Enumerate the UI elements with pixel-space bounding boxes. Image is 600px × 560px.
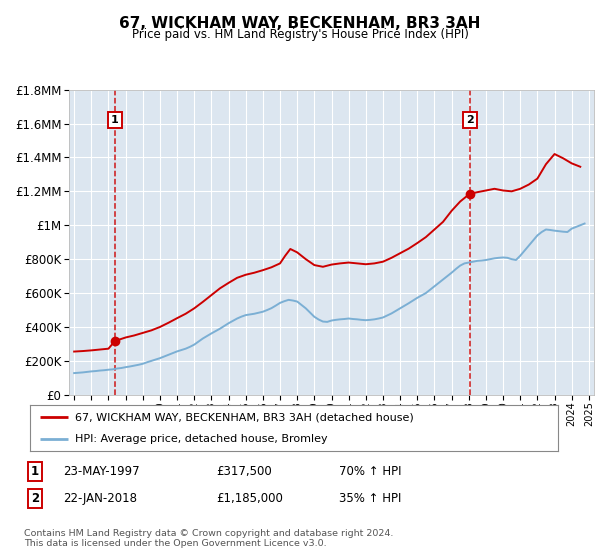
Text: 22-JAN-2018: 22-JAN-2018 xyxy=(63,492,137,505)
Text: 67, WICKHAM WAY, BECKENHAM, BR3 3AH: 67, WICKHAM WAY, BECKENHAM, BR3 3AH xyxy=(119,16,481,31)
Text: £1,185,000: £1,185,000 xyxy=(216,492,283,505)
Text: 35% ↑ HPI: 35% ↑ HPI xyxy=(339,492,401,505)
Text: £317,500: £317,500 xyxy=(216,465,272,478)
Text: 23-MAY-1997: 23-MAY-1997 xyxy=(63,465,140,478)
Text: 70% ↑ HPI: 70% ↑ HPI xyxy=(339,465,401,478)
Text: 2: 2 xyxy=(31,492,39,505)
Text: 2: 2 xyxy=(466,115,473,125)
Text: 1: 1 xyxy=(111,115,119,125)
Text: Contains HM Land Registry data © Crown copyright and database right 2024.
This d: Contains HM Land Registry data © Crown c… xyxy=(24,529,394,548)
Text: 67, WICKHAM WAY, BECKENHAM, BR3 3AH (detached house): 67, WICKHAM WAY, BECKENHAM, BR3 3AH (det… xyxy=(75,412,413,422)
Text: Price paid vs. HM Land Registry's House Price Index (HPI): Price paid vs. HM Land Registry's House … xyxy=(131,28,469,41)
Text: 1: 1 xyxy=(31,465,39,478)
Text: HPI: Average price, detached house, Bromley: HPI: Average price, detached house, Brom… xyxy=(75,435,328,444)
